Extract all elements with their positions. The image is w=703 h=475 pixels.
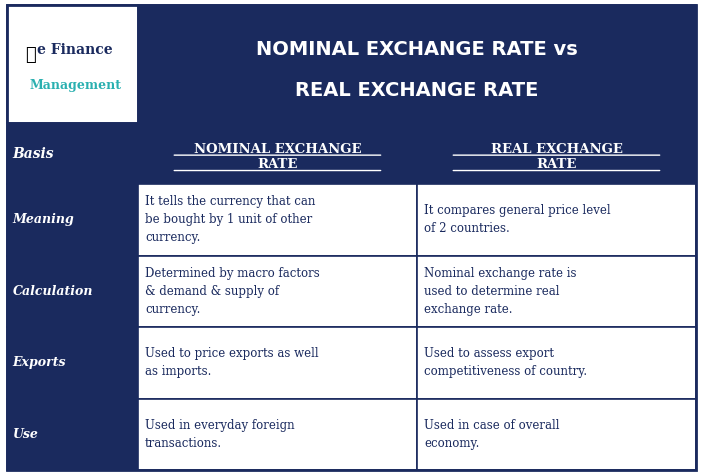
Bar — [138, 5, 696, 124]
Bar — [7, 124, 138, 184]
Text: It tells the currency that can
be bought by 1 unit of other
currency.: It tells the currency that can be bought… — [145, 195, 316, 244]
Bar — [417, 124, 696, 184]
Text: e Finance: e Finance — [37, 43, 113, 57]
Bar — [7, 5, 138, 124]
Bar — [138, 184, 417, 256]
Bar — [417, 399, 696, 470]
Text: Management: Management — [29, 79, 121, 92]
Text: Used in case of overall
economy.: Used in case of overall economy. — [424, 419, 560, 450]
Bar — [7, 327, 138, 399]
Bar — [7, 399, 138, 470]
Text: 🎓: 🎓 — [25, 46, 36, 64]
Text: NOMINAL EXCHANGE: NOMINAL EXCHANGE — [194, 143, 361, 156]
Text: RATE: RATE — [257, 158, 297, 171]
Bar — [417, 327, 696, 399]
Text: REAL EXCHANGE RATE: REAL EXCHANGE RATE — [295, 81, 538, 100]
Text: Basis: Basis — [13, 147, 54, 161]
Text: Exports: Exports — [13, 356, 66, 370]
Bar — [138, 124, 417, 184]
Bar — [138, 399, 417, 470]
Text: Calculation: Calculation — [13, 285, 93, 298]
Text: Determined by macro factors
& demand & supply of
currency.: Determined by macro factors & demand & s… — [145, 267, 320, 316]
Text: Used to assess export
competitiveness of country.: Used to assess export competitiveness of… — [424, 347, 587, 379]
Text: Nominal exchange rate is
used to determine real
exchange rate.: Nominal exchange rate is used to determi… — [424, 267, 576, 316]
Bar — [417, 256, 696, 327]
Bar — [7, 184, 138, 256]
Text: Use: Use — [13, 428, 39, 441]
Text: Meaning: Meaning — [13, 213, 75, 226]
Text: REAL EXCHANGE: REAL EXCHANGE — [491, 143, 622, 156]
Bar — [138, 327, 417, 399]
Bar — [138, 256, 417, 327]
Bar — [417, 184, 696, 256]
Text: RATE: RATE — [536, 158, 576, 171]
Text: It compares general price level
of 2 countries.: It compares general price level of 2 cou… — [424, 204, 611, 235]
Text: Used to price exports as well
as imports.: Used to price exports as well as imports… — [145, 347, 318, 379]
Bar — [7, 256, 138, 327]
Text: NOMINAL EXCHANGE RATE vs: NOMINAL EXCHANGE RATE vs — [256, 40, 578, 59]
Text: Used in everyday foreign
transactions.: Used in everyday foreign transactions. — [145, 419, 295, 450]
